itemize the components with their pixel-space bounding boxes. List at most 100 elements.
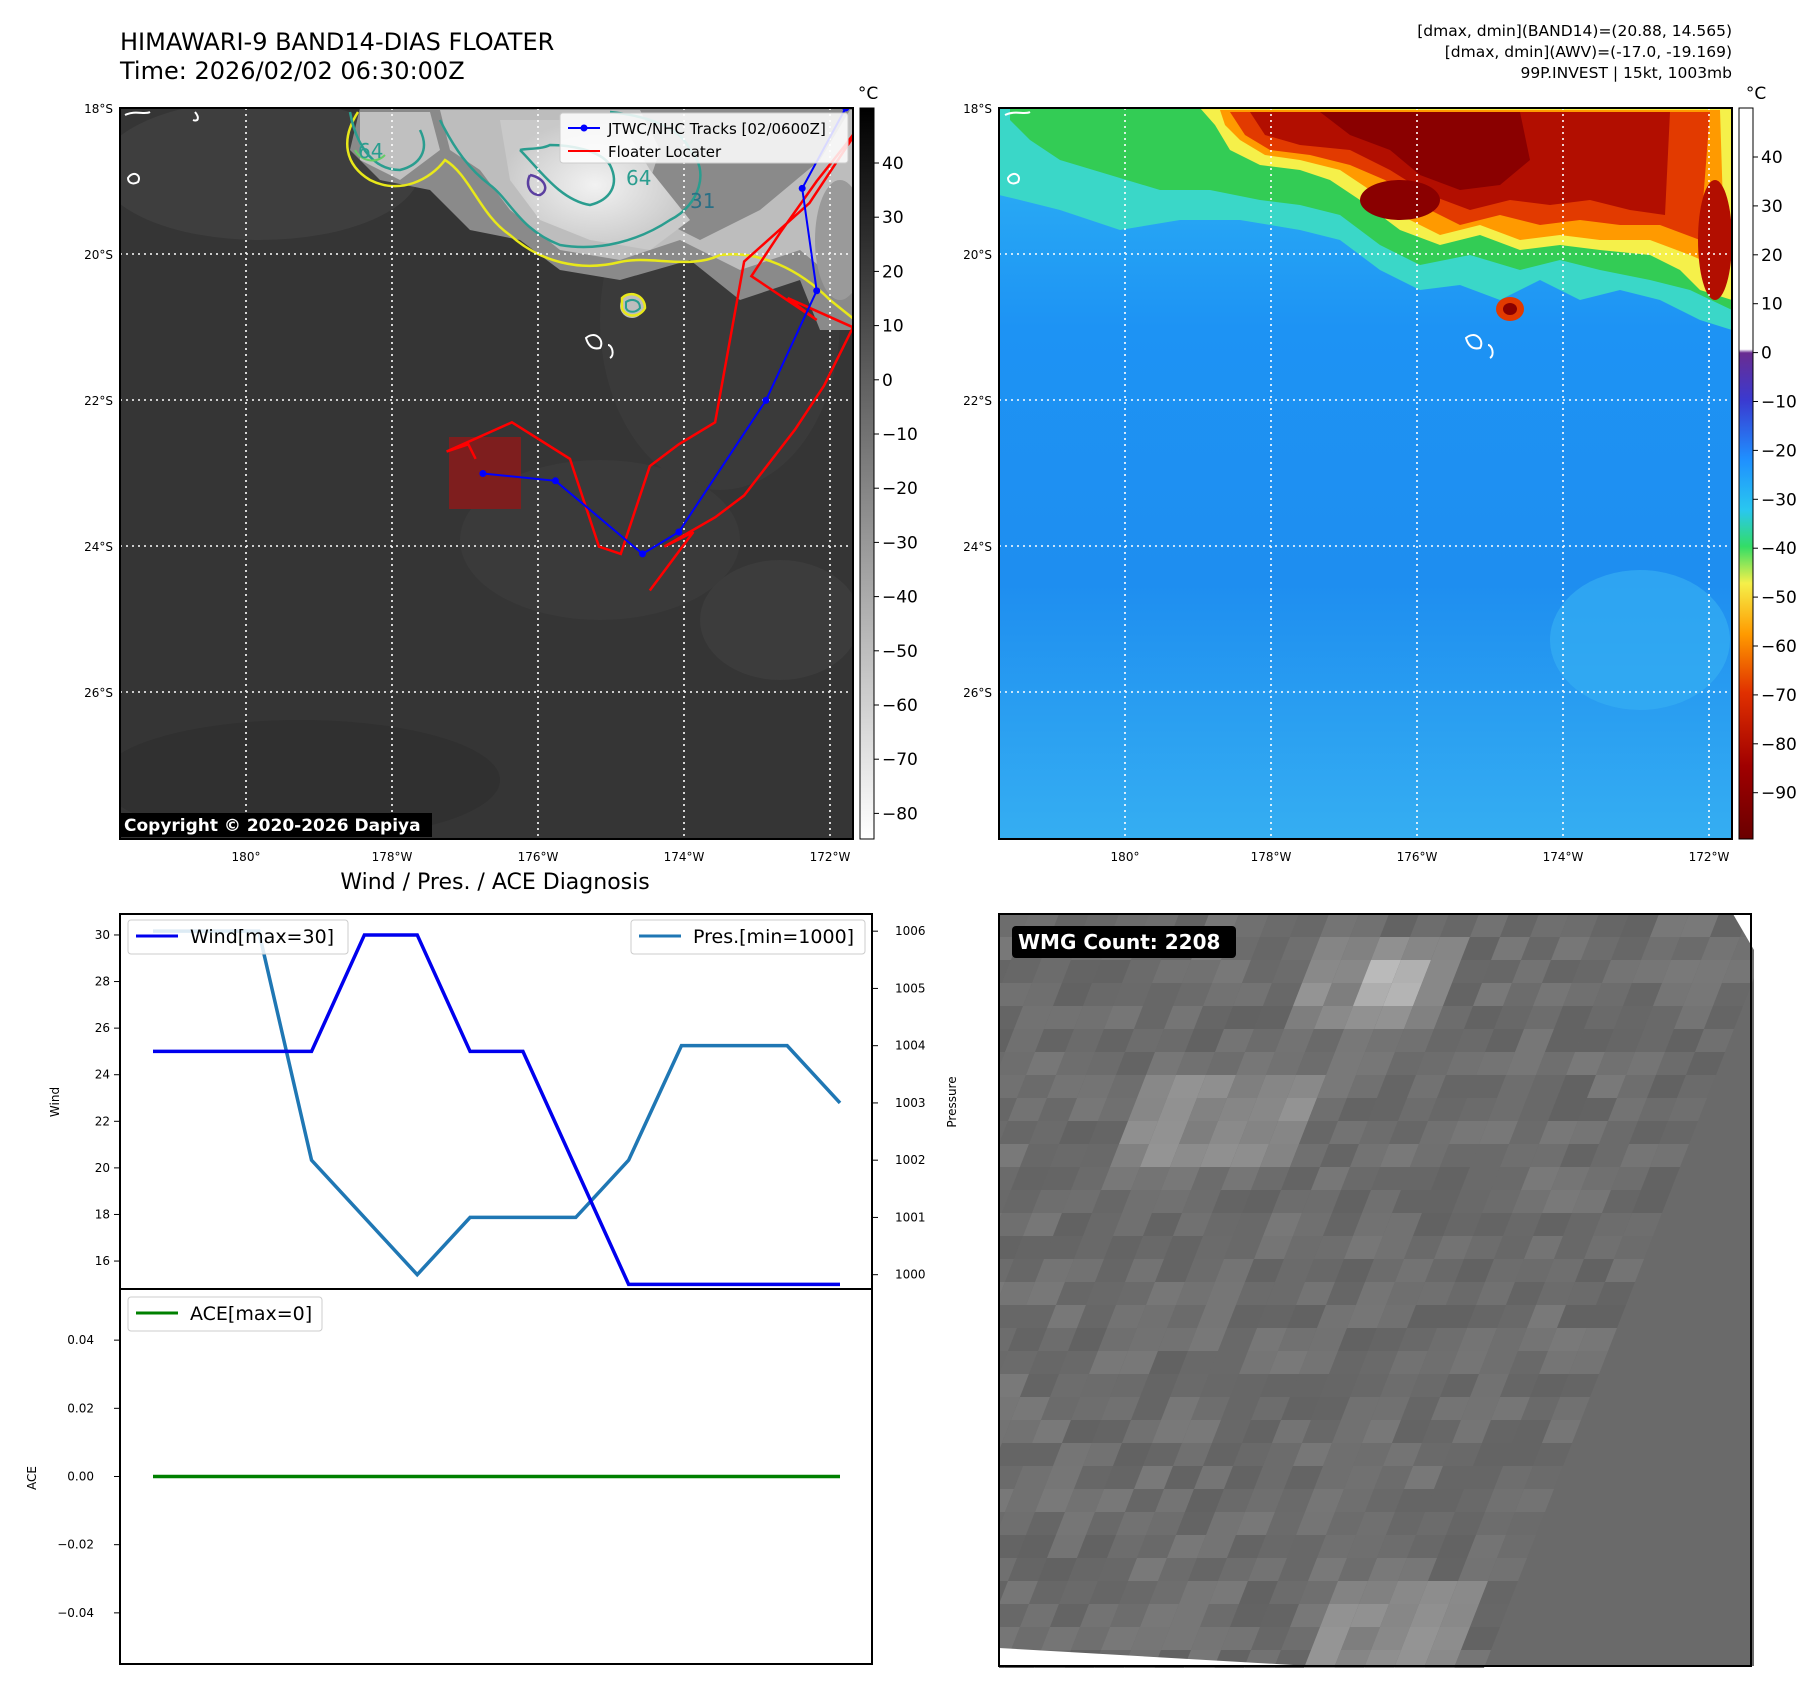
wmg-cell — [1260, 1144, 1299, 1167]
wmg-cell — [999, 1236, 1023, 1259]
awv-colorbar-unit: °C — [1746, 84, 1766, 104]
wmg-cell — [1296, 1282, 1335, 1305]
wmg-cell — [906, 1282, 945, 1305]
wmg-cell — [999, 1604, 1029, 1627]
wmg-cell — [1239, 1351, 1278, 1374]
wmg-cell — [1134, 1466, 1173, 1489]
wmg-cell — [1041, 1167, 1080, 1190]
wmg-cell — [1332, 1190, 1371, 1213]
wmg-cell — [1521, 1397, 1560, 1420]
wmg-cell — [1068, 1558, 1107, 1581]
wmg-cell — [1047, 1305, 1086, 1328]
wmg-cell — [1539, 1121, 1578, 1144]
wmg-cell — [1281, 1167, 1320, 1190]
wmg-cell — [1551, 1397, 1590, 1420]
wmg-cell — [1542, 960, 1581, 983]
wmg-cell — [1278, 1328, 1317, 1351]
wmg-cell — [879, 1581, 918, 1604]
wmg-cell — [1638, 1098, 1677, 1121]
wmg-cell — [1551, 1167, 1590, 1190]
wmg-cell — [1425, 1029, 1464, 1052]
wmg-cell — [1263, 1443, 1302, 1466]
wmg-cell — [888, 1558, 927, 1581]
wmg-cell — [1479, 1121, 1518, 1144]
wmg-cell — [1173, 1443, 1212, 1466]
wmg-cell — [1668, 1098, 1707, 1121]
awv-imagery — [999, 108, 1732, 710]
wmg-cell — [1275, 1259, 1314, 1282]
wmg-cell — [1341, 1167, 1380, 1190]
colorbar-tick-label: 10 — [882, 317, 904, 337]
wmg-cell — [1410, 1374, 1449, 1397]
wmg-cell — [1533, 983, 1572, 1006]
wind-tick-label: 30 — [95, 928, 110, 942]
wmg-panel: WMG Count: 2208 — [870, 913, 1754, 1696]
wmg-cell — [1461, 1627, 1500, 1650]
wmg-cell — [1251, 1167, 1290, 1190]
wind-tick-label: 18 — [95, 1207, 110, 1221]
wmg-cell — [1557, 1305, 1596, 1328]
wmg-cell — [1443, 983, 1482, 1006]
wmg-cell — [1128, 1098, 1167, 1121]
wmg-cell — [1461, 1397, 1500, 1420]
wmg-cell — [1467, 1305, 1506, 1328]
wmg-cell — [1521, 937, 1560, 960]
wmg-cell — [1086, 1052, 1125, 1075]
wmg-cell — [909, 1121, 948, 1144]
pressure-tick-label: 1004 — [895, 1039, 926, 1053]
colorbar-tick-label: −70 — [882, 750, 918, 770]
wmg-cell — [1035, 1029, 1074, 1052]
wmg-cell — [1464, 1466, 1503, 1489]
wmg-cell — [897, 1535, 936, 1558]
jtwc-track-line — [482, 108, 847, 556]
wmg-cell — [1233, 1673, 1272, 1696]
wmg-cell — [1131, 1627, 1170, 1650]
wmg-cell — [1185, 1259, 1224, 1282]
wmg-cell — [1671, 937, 1710, 960]
colorbar-tick-label: −90 — [1761, 784, 1797, 804]
wmg-cell — [1368, 1098, 1407, 1121]
wmg-cell — [1203, 1673, 1242, 1696]
wmg-cell — [1011, 1627, 1050, 1650]
wmg-cell — [1551, 937, 1590, 960]
wmg-cell — [1593, 1213, 1632, 1236]
wmg-cell — [1413, 1673, 1452, 1696]
wmg-cell — [1620, 1144, 1659, 1167]
wmg-cell — [933, 1443, 972, 1466]
wmg-cell — [1383, 1213, 1422, 1236]
wmg-cell — [870, 1374, 909, 1397]
legend-floater-label: Floater Locater — [608, 143, 722, 161]
wmg-corner-mask — [999, 1648, 1310, 1666]
wmg-cell — [1500, 1374, 1539, 1397]
wmg-cell — [1371, 1627, 1410, 1650]
wmg-cell — [1434, 1466, 1473, 1489]
wmg-cell — [957, 1075, 996, 1098]
wmg-cell — [1332, 960, 1371, 983]
wmg-cell — [1290, 1144, 1329, 1167]
wmg-cell — [999, 1328, 1017, 1351]
wmg-cell — [1644, 1006, 1683, 1029]
wmg-cell — [1308, 1328, 1347, 1351]
wmg-cell — [1284, 1466, 1323, 1489]
wmg-cell — [1608, 1098, 1647, 1121]
wmg-cell — [1413, 1443, 1452, 1466]
ace-legend: ACE[max=0] — [127, 1296, 323, 1332]
wmg-cell — [1473, 1213, 1512, 1236]
wmg-cell — [891, 1397, 930, 1420]
wmg-cell — [1491, 1397, 1530, 1420]
wmg-cell — [1146, 1052, 1185, 1075]
wmg-cell — [1065, 1489, 1104, 1512]
wmg-cell — [1041, 1397, 1080, 1420]
wmg-cell — [1299, 1121, 1338, 1144]
wmg-cell — [1194, 1466, 1233, 1489]
wmg-cell — [1221, 1167, 1260, 1190]
wmg-cell — [933, 1673, 972, 1696]
wmg-cell — [1530, 914, 1569, 937]
wmg-cell — [1128, 1328, 1167, 1351]
wmg-cell — [1185, 1029, 1224, 1052]
lat-label: 22°S — [84, 394, 113, 408]
wmg-cell — [1119, 1351, 1158, 1374]
wmg-cell — [1611, 1167, 1650, 1190]
wmg-cell — [1686, 1052, 1725, 1075]
